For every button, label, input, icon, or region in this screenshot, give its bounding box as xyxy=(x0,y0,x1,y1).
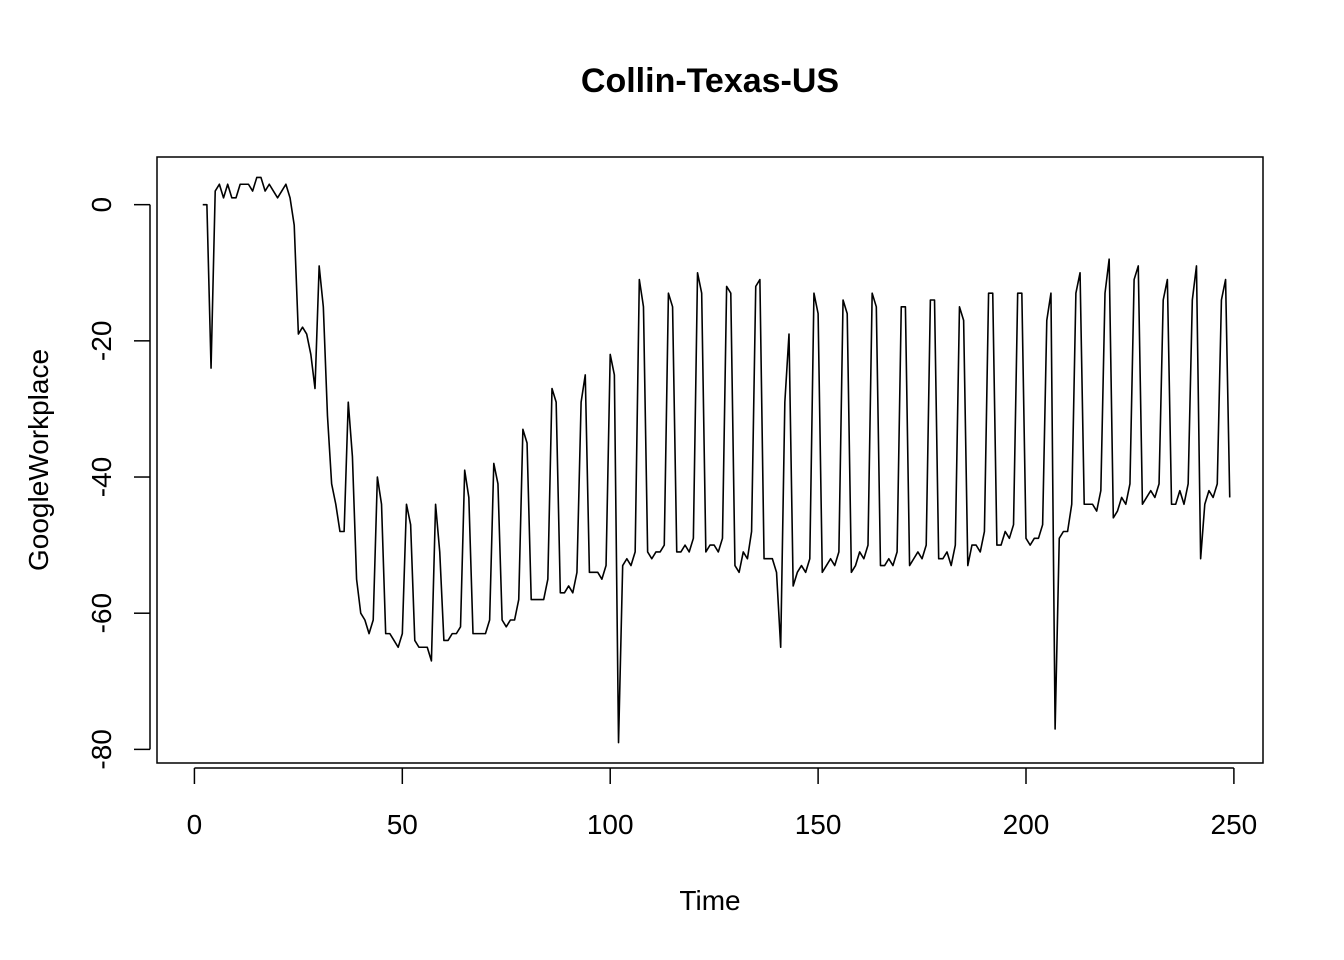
y-tick-label: -40 xyxy=(86,457,117,497)
x-axis: 0 50 100 150 200 250 xyxy=(187,767,1258,840)
x-tick-label: 50 xyxy=(387,809,418,840)
y-axis: 0 -20 -40 -60 -80 xyxy=(86,197,151,770)
series-line xyxy=(202,176,1231,744)
series-layer xyxy=(202,176,1231,744)
x-axis-label: Time xyxy=(679,885,740,916)
plot-area-border xyxy=(156,156,1264,764)
y-tick-label: 0 xyxy=(86,197,117,213)
y-axis-label: GoogleWorkplace xyxy=(23,349,54,571)
x-tick-label: 0 xyxy=(187,809,203,840)
y-tick-label: -80 xyxy=(86,729,117,769)
chart-title: Collin-Texas-US xyxy=(581,62,839,100)
y-tick-label: -60 xyxy=(86,593,117,633)
y-tick-label: -20 xyxy=(86,321,117,361)
x-tick-label: 250 xyxy=(1211,809,1258,840)
x-tick-label: 100 xyxy=(587,809,634,840)
x-tick-label: 200 xyxy=(1003,809,1050,840)
x-tick-label: 150 xyxy=(795,809,842,840)
